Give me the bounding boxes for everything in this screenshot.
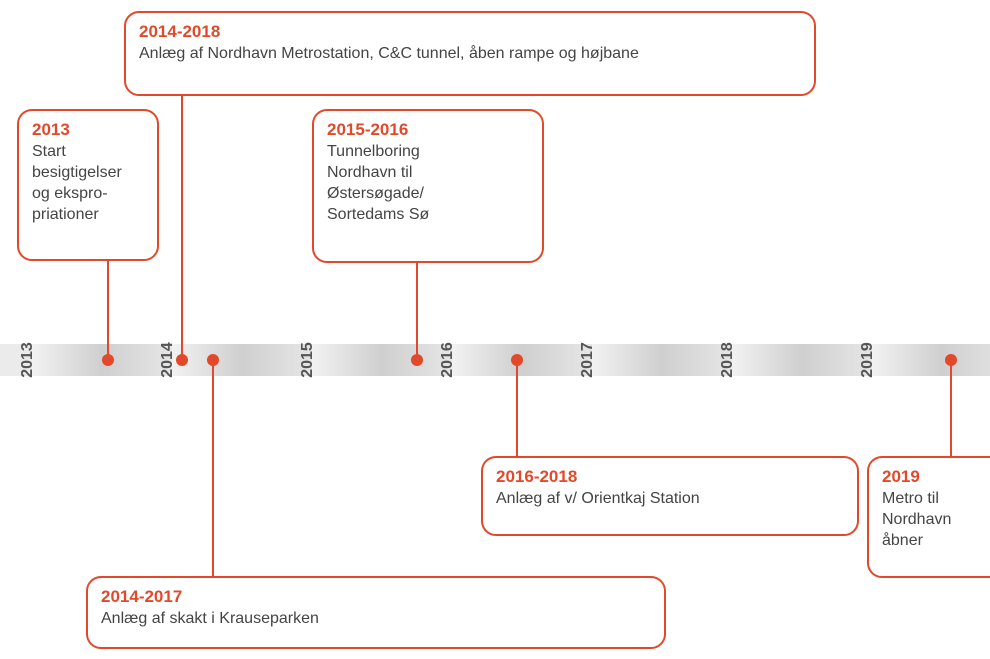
event-text: priationer bbox=[32, 206, 99, 223]
event-box bbox=[481, 456, 859, 536]
event-text: Nordhavn bbox=[882, 511, 951, 528]
event-title: 2015-2016 bbox=[327, 120, 408, 139]
event-title: 2019 bbox=[882, 467, 920, 486]
event-box bbox=[17, 109, 159, 261]
event-title: 2013 bbox=[32, 120, 70, 139]
year-label: 2015 bbox=[299, 342, 316, 378]
event-dot bbox=[511, 354, 523, 366]
year-label: 2019 bbox=[859, 342, 876, 378]
event-text: Tunnelboring bbox=[327, 143, 420, 160]
event-title: 2014-2017 bbox=[101, 587, 182, 606]
band-segment bbox=[592, 344, 732, 376]
event-text: Anlæg af Nordhavn Metrostation, C&C tunn… bbox=[139, 44, 639, 62]
event-title: 2016-2018 bbox=[496, 467, 577, 486]
event-dot bbox=[945, 354, 957, 366]
event-box bbox=[312, 109, 544, 263]
event-text: Østersøgade/ bbox=[327, 185, 424, 202]
event-text: Anlæg af skakt i Krauseparken bbox=[101, 610, 319, 627]
band-start bbox=[0, 344, 32, 376]
event-dot bbox=[176, 354, 188, 366]
band-segment bbox=[172, 344, 312, 376]
year-label: 2018 bbox=[719, 342, 736, 378]
band-segment bbox=[312, 344, 452, 376]
event-dot bbox=[411, 354, 423, 366]
timeline-band bbox=[0, 344, 990, 376]
event-text: besigtigelser bbox=[32, 164, 123, 181]
event-text: og ekspro- bbox=[32, 185, 108, 202]
band-segment bbox=[732, 344, 872, 376]
event-box bbox=[124, 11, 816, 96]
year-label: 2013 bbox=[19, 342, 36, 378]
event-text: Nordhavn til bbox=[327, 164, 412, 181]
event-title: 2014-2018 bbox=[139, 22, 220, 41]
event-dot bbox=[207, 354, 219, 366]
event-text: åbner bbox=[882, 531, 924, 549]
event-text: Metro til bbox=[882, 490, 939, 507]
event-text: Start bbox=[32, 143, 66, 160]
year-label: 2016 bbox=[439, 342, 456, 378]
event-box bbox=[86, 576, 666, 649]
year-label: 2014 bbox=[159, 342, 176, 378]
event-box bbox=[867, 456, 990, 578]
event-text: Anlæg af v/ Orientkaj Station bbox=[496, 490, 700, 507]
band-segment bbox=[872, 344, 990, 376]
event-dot bbox=[102, 354, 114, 366]
event-text: Sortedams Sø bbox=[327, 206, 429, 223]
year-label: 2017 bbox=[579, 342, 596, 378]
